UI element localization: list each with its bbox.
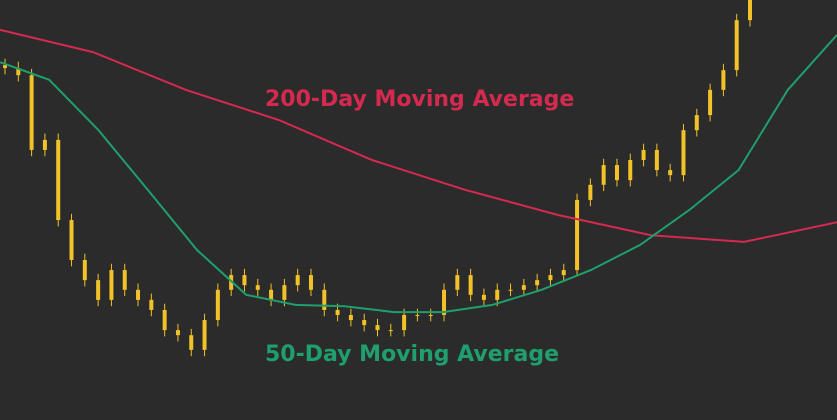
annotation: 200-Day Moving Average (265, 87, 574, 112)
candle-body (42, 139, 47, 150)
candle-body (415, 315, 420, 316)
candle-body (215, 289, 220, 321)
candle-body (708, 89, 713, 116)
candle-body (495, 289, 500, 300)
candle-body (109, 270, 114, 300)
candle-body (402, 315, 407, 331)
candle-body (16, 68, 21, 76)
candle-body (588, 184, 593, 200)
candle-body (628, 160, 633, 181)
candle-body (734, 20, 739, 71)
candle-body (202, 320, 207, 350)
candle-body (721, 70, 726, 90)
candle-body (3, 65, 7, 69)
candle-body (388, 330, 393, 332)
candle-body (535, 280, 540, 286)
candle-body (295, 275, 300, 286)
candle-body (601, 165, 606, 185)
candle-body (322, 289, 327, 310)
candle-body (136, 289, 141, 300)
candle-body (189, 335, 194, 350)
candle-body (614, 165, 619, 181)
candle-body (748, 0, 752, 21)
candle-body (455, 275, 460, 290)
candle-body (348, 315, 353, 321)
candle-body (468, 275, 473, 295)
candle-body (96, 280, 101, 300)
candle-body (242, 275, 247, 286)
candle-body (428, 315, 433, 316)
candle-body (29, 75, 34, 150)
candle-body (122, 270, 127, 290)
candle-body (561, 270, 566, 276)
candle-body (149, 299, 154, 310)
candle-body (694, 115, 699, 131)
candles (3, 0, 752, 357)
candle-body (69, 220, 74, 260)
candle-body (641, 149, 646, 161)
candle-body (175, 330, 180, 336)
candle-body (508, 289, 513, 291)
candle-body (335, 309, 340, 315)
candle-body (668, 170, 673, 176)
candle-body (362, 320, 367, 326)
candle-body (548, 275, 553, 281)
candle-body (575, 199, 580, 271)
moving-averages (0, 28, 837, 314)
candle-body (654, 149, 659, 171)
moving-average-line (0, 34, 837, 314)
candle-body (255, 285, 260, 290)
annotation: 50-Day Moving Average (265, 342, 559, 367)
candle-body (442, 289, 447, 315)
candle-body (269, 289, 274, 300)
candle-body (308, 275, 313, 290)
candle-body (162, 309, 167, 331)
moving-average-line (0, 28, 837, 243)
candle-body (481, 294, 486, 300)
candle-body (375, 325, 380, 331)
candle-body (521, 285, 526, 290)
candle-body (681, 130, 686, 176)
candle-body (56, 139, 61, 221)
candle-body (82, 259, 87, 281)
candle-body (282, 285, 287, 300)
